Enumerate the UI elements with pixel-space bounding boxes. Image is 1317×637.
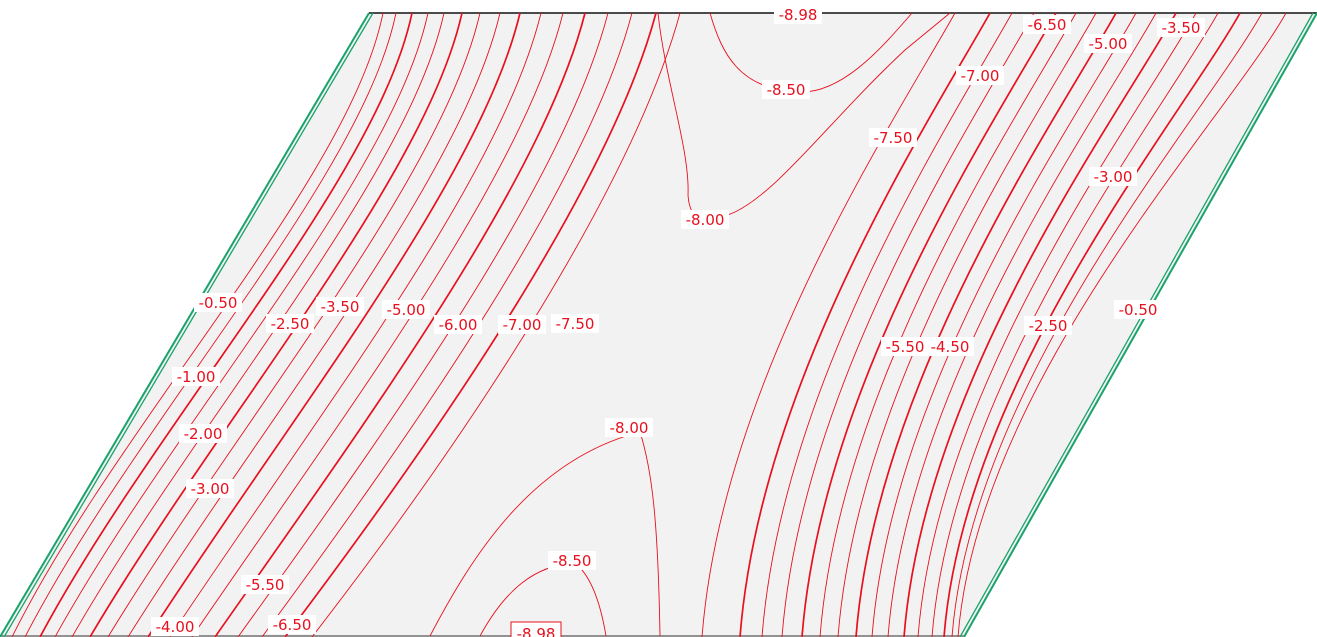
- contour-line: [261, 12, 633, 637]
- contour-label: -8.00: [605, 418, 653, 437]
- contour-label: -2.50: [1024, 316, 1072, 335]
- contour-line: [957, 12, 1287, 637]
- svg-text:-4.50: -4.50: [931, 338, 970, 356]
- contour-line: [71, 12, 445, 637]
- contour-label: -8.00: [681, 210, 729, 229]
- contour-label: -7.00: [956, 66, 1004, 85]
- contour-label: -3.50: [316, 297, 364, 316]
- svg-text:-5.50: -5.50: [246, 576, 285, 594]
- svg-text:-3.50: -3.50: [1162, 19, 1201, 37]
- svg-text:-7.00: -7.00: [503, 316, 542, 334]
- contour-label: -2.50: [266, 314, 314, 333]
- contour-label: -6.50: [268, 615, 316, 634]
- svg-text:-7.50: -7.50: [874, 129, 913, 147]
- svg-text:-5.00: -5.00: [387, 301, 426, 319]
- contour-line: [887, 12, 1157, 637]
- contour-line: [837, 12, 1097, 637]
- svg-text:-1.00: -1.00: [177, 368, 216, 386]
- contour-line: [903, 12, 1177, 637]
- svg-text:-8.00: -8.00: [686, 211, 725, 229]
- contour-label: -5.00: [382, 300, 430, 319]
- svg-text:-3.00: -3.00: [1094, 168, 1133, 186]
- plate-left-edge-inner: [3, 12, 374, 637]
- svg-text:-8.50: -8.50: [553, 552, 592, 570]
- contour-label: -0.50: [1114, 300, 1162, 319]
- contour-line: [951, 12, 1263, 637]
- contour-label: -1.00: [172, 367, 220, 386]
- contour-line: [237, 12, 609, 637]
- contour-line: [147, 12, 521, 637]
- svg-text:-0.50: -0.50: [199, 294, 238, 312]
- contour-line: [917, 12, 1197, 637]
- contour-labels: -8.98 -6.50 -5.00 -3.50 -8.50 -7.00 -7.5…: [151, 5, 1205, 637]
- svg-text:-2.00: -2.00: [184, 425, 223, 443]
- contour-line: [819, 12, 1077, 637]
- svg-text:-2.50: -2.50: [271, 315, 310, 333]
- contour-line: [931, 12, 1219, 637]
- svg-text:-7.00: -7.00: [961, 67, 1000, 85]
- svg-text:-8.98: -8.98: [517, 625, 556, 637]
- contour-line: [54, 12, 429, 637]
- plate-region: [0, 13, 1317, 637]
- contour-label: -8.50: [548, 551, 596, 570]
- contour-label: -7.00: [498, 315, 546, 334]
- contour-line: [284, 12, 657, 637]
- contour-line: [311, 12, 681, 637]
- contour-label: -7.50: [551, 314, 599, 333]
- contour-line: [855, 12, 1117, 637]
- contour-label-boxed: -8.98: [510, 621, 562, 637]
- contour-label: -3.50: [1157, 18, 1205, 37]
- plate-right-edge-inner: [959, 12, 1314, 637]
- svg-text:-5.50: -5.50: [886, 338, 925, 356]
- contour-line: [89, 12, 463, 637]
- contour-label: -4.00: [151, 617, 199, 636]
- contour-line: [39, 12, 413, 637]
- contour-label: -4.50: [926, 337, 974, 356]
- contour-label: -5.00: [1084, 34, 1132, 53]
- contour-line: [214, 12, 586, 637]
- svg-text:-2.50: -2.50: [1029, 317, 1068, 335]
- svg-text:-5.00: -5.00: [1089, 35, 1128, 53]
- contour-label: -3.00: [1089, 167, 1137, 186]
- svg-text:-6.50: -6.50: [1028, 16, 1067, 34]
- svg-text:-0.50: -0.50: [1119, 301, 1158, 319]
- svg-text:-8.00: -8.00: [610, 419, 649, 437]
- contour-line: [871, 12, 1137, 637]
- contour-label: -7.50: [869, 128, 917, 147]
- svg-text:-6.00: -6.00: [439, 316, 478, 334]
- plate-right-edge-outer: [963, 12, 1317, 637]
- contour-label: -0.50: [194, 293, 242, 312]
- contour-label: -3.00: [186, 479, 234, 498]
- contour-line: [801, 12, 1057, 637]
- contour-line: [943, 12, 1241, 637]
- contour-label: -5.50: [241, 575, 289, 594]
- contour-line: [701, 12, 956, 637]
- svg-text:-8.50: -8.50: [767, 81, 806, 99]
- contour-label: -8.50: [762, 80, 810, 99]
- svg-text:-3.00: -3.00: [191, 480, 230, 498]
- svg-text:-6.50: -6.50: [273, 616, 312, 634]
- plate-left-edge-outer: [0, 12, 370, 637]
- contour-label: -6.00: [434, 315, 482, 334]
- contour-label: -2.00: [179, 424, 227, 443]
- svg-text:-3.50: -3.50: [321, 298, 360, 316]
- svg-text:-4.00: -4.00: [156, 618, 195, 636]
- contour-label: -6.50: [1023, 15, 1071, 34]
- contour-label: -5.50: [881, 337, 929, 356]
- svg-text:-8.98: -8.98: [779, 6, 818, 24]
- contour-label: -8.98: [774, 5, 822, 24]
- svg-text:-7.50: -7.50: [556, 315, 595, 333]
